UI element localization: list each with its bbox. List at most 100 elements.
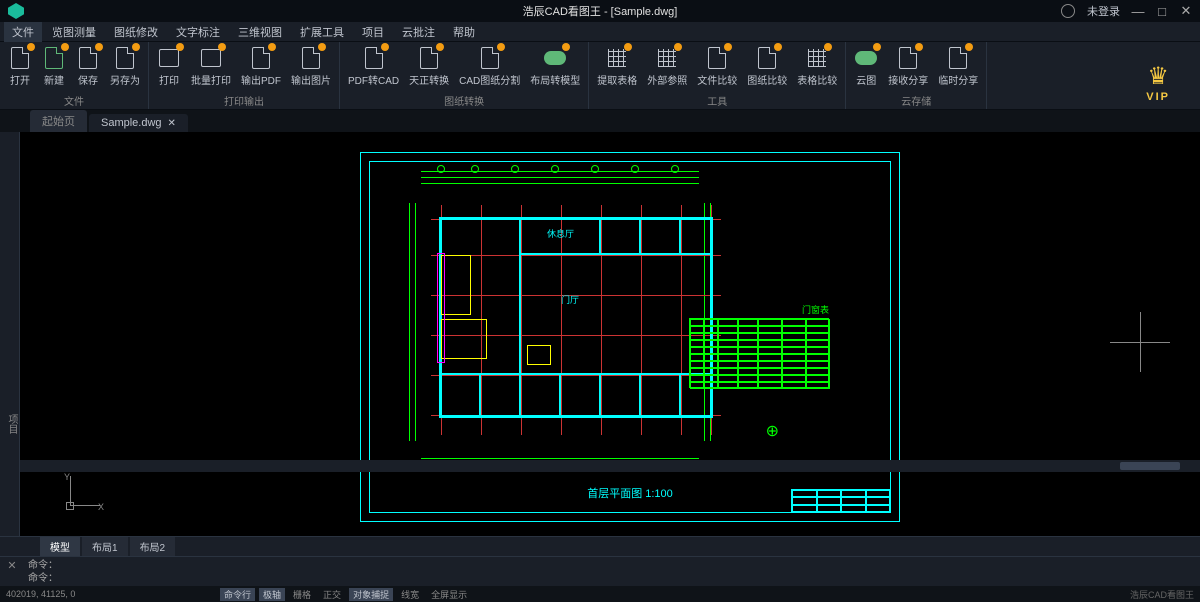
- ribbon-button[interactable]: 文件比较: [693, 44, 741, 92]
- drawing-canvas[interactable]: 休息厅 门厅 门窗表 ⊕ 首层平面图 1:100 Y X: [20, 132, 1200, 536]
- command-line[interactable]: ✕ 命令： 命令：: [0, 556, 1200, 586]
- wall: [639, 217, 641, 255]
- status-toggle[interactable]: 正交: [319, 588, 345, 601]
- ribbon-button-label: 图纸比较: [747, 72, 787, 87]
- ribbon-button[interactable]: 新建: [38, 44, 70, 92]
- layout-tab-bar: 模型布局1布局2: [0, 536, 1200, 556]
- status-toggle[interactable]: 栅格: [289, 588, 315, 601]
- ribbon-button[interactable]: PDF转CAD: [344, 44, 403, 92]
- cursor-crosshair-icon: [1110, 312, 1170, 372]
- vip-label: VIP: [1146, 91, 1170, 103]
- schedule-title: 门窗表: [689, 303, 829, 316]
- horizontal-scrollbar[interactable]: [20, 460, 1200, 472]
- ribbon-button[interactable]: 另存为: [106, 44, 144, 92]
- doc-green-icon: [42, 46, 66, 70]
- status-toggle[interactable]: 极轴: [259, 588, 285, 601]
- tab-close-icon[interactable]: ✕: [168, 118, 176, 129]
- status-toggle[interactable]: 全屏显示: [427, 588, 471, 601]
- doc-icon: [896, 46, 920, 70]
- cloud-icon: [543, 46, 567, 70]
- ribbon-button[interactable]: 布局转模型: [526, 44, 584, 92]
- annotation-box: [527, 345, 551, 365]
- scrollbar-thumb[interactable]: [1120, 462, 1180, 470]
- menu-item-1[interactable]: 览图测量: [44, 22, 104, 42]
- north-arrow-icon: ⊕: [766, 421, 779, 441]
- schedule-grid: [689, 318, 829, 388]
- wall: [599, 373, 601, 417]
- close-button[interactable]: ✕: [1180, 5, 1192, 17]
- status-toggle[interactable]: 线宽: [397, 588, 423, 601]
- sidebar-label: 项目: [6, 414, 17, 434]
- menu-item-2[interactable]: 图纸修改: [106, 22, 166, 42]
- command-text[interactable]: 命令： 命令：: [24, 557, 1200, 586]
- left-sidebar[interactable]: 项目: [0, 132, 20, 536]
- ribbon-group: 提取表格外部参照文件比较图纸比较表格比较工具: [589, 42, 846, 109]
- ribbon-button[interactable]: 云图: [850, 44, 882, 92]
- ribbon-button-label: 输出PDF: [241, 72, 281, 87]
- dimension-line: [421, 177, 699, 178]
- ribbon-button-label: 天正转换: [409, 72, 449, 87]
- layout-tab[interactable]: 模型: [40, 537, 80, 556]
- ribbon-button[interactable]: 打印: [153, 44, 185, 92]
- ribbon-button-label: 外部参照: [647, 72, 687, 87]
- status-toggle[interactable]: 对象捕捉: [349, 588, 393, 601]
- vip-badge[interactable]: ♛ VIP: [1146, 62, 1170, 103]
- doc-icon: [478, 46, 502, 70]
- ribbon-button[interactable]: 临时分享: [934, 44, 982, 92]
- ribbon-button[interactable]: 表格比较: [793, 44, 841, 92]
- ribbon-button[interactable]: 天正转换: [405, 44, 453, 92]
- title-bar: 浩辰CAD看图王 - [Sample.dwg] 未登录 — □ ✕: [0, 0, 1200, 22]
- ribbon-button[interactable]: 接收分享: [884, 44, 932, 92]
- ribbon-group-label: 文件: [4, 92, 144, 109]
- grid-line: [431, 255, 721, 256]
- menu-item-5[interactable]: 扩展工具: [292, 22, 352, 42]
- status-toggle[interactable]: 命令行: [220, 588, 255, 601]
- file-tab[interactable]: Sample.dwg✕: [89, 114, 188, 132]
- ribbon-button[interactable]: 保存: [72, 44, 104, 92]
- maximize-button[interactable]: □: [1156, 5, 1168, 17]
- layout-tab[interactable]: 布局2: [130, 537, 176, 556]
- doc-icon: [362, 46, 386, 70]
- ribbon-button[interactable]: 打开: [4, 44, 36, 92]
- grid-bubble: [551, 165, 559, 173]
- file-tab[interactable]: 起始页: [30, 110, 87, 132]
- menu-item-4[interactable]: 三维视图: [230, 22, 290, 42]
- command-close-button[interactable]: ✕: [0, 557, 24, 586]
- ribbon-button[interactable]: 输出图片: [287, 44, 335, 92]
- doc-icon: [249, 46, 273, 70]
- ribbon-button[interactable]: 提取表格: [593, 44, 641, 92]
- grid-bubble: [471, 165, 479, 173]
- ribbon-button-label: 保存: [78, 72, 98, 87]
- menu-item-3[interactable]: 文字标注: [168, 22, 228, 42]
- ribbon-toolbar: 打开新建保存另存为文件打印批量打印输出PDF输出图片打印输出PDF转CAD天正转…: [0, 42, 1200, 110]
- ribbon-button[interactable]: CAD图纸分割: [455, 44, 524, 92]
- grid-icon: [605, 46, 629, 70]
- ribbon-button-label: 布局转模型: [530, 72, 580, 87]
- ribbon-button[interactable]: 批量打印: [187, 44, 235, 92]
- wall: [679, 373, 681, 417]
- menu-item-8[interactable]: 帮助: [445, 22, 483, 42]
- floor-plan: 休息厅 门厅: [431, 205, 721, 435]
- ribbon-button-label: 提取表格: [597, 72, 637, 87]
- minimize-button[interactable]: —: [1132, 5, 1144, 17]
- annotation-box: [441, 319, 487, 359]
- ribbon-button[interactable]: 图纸比较: [743, 44, 791, 92]
- menu-bar: 文件览图测量图纸修改文字标注三维视图扩展工具项目云批注帮助: [0, 22, 1200, 42]
- menu-item-7[interactable]: 云批注: [394, 22, 443, 42]
- doc-icon: [946, 46, 970, 70]
- room-label-lobby: 门厅: [561, 293, 579, 306]
- login-status[interactable]: 未登录: [1087, 3, 1120, 19]
- ribbon-button[interactable]: 外部参照: [643, 44, 691, 92]
- user-icon[interactable]: [1061, 4, 1075, 18]
- wall: [519, 253, 713, 255]
- grid-line: [431, 375, 721, 376]
- layout-tab[interactable]: 布局1: [82, 537, 128, 556]
- ribbon-button[interactable]: 输出PDF: [237, 44, 285, 92]
- menu-item-6[interactable]: 项目: [354, 22, 392, 42]
- doc-icon: [755, 46, 779, 70]
- grid-bubble: [511, 165, 519, 173]
- wall: [519, 217, 521, 375]
- room-label-lounge: 休息厅: [547, 227, 574, 240]
- menu-item-0[interactable]: 文件: [4, 22, 42, 42]
- ribbon-button-label: CAD图纸分割: [459, 72, 520, 87]
